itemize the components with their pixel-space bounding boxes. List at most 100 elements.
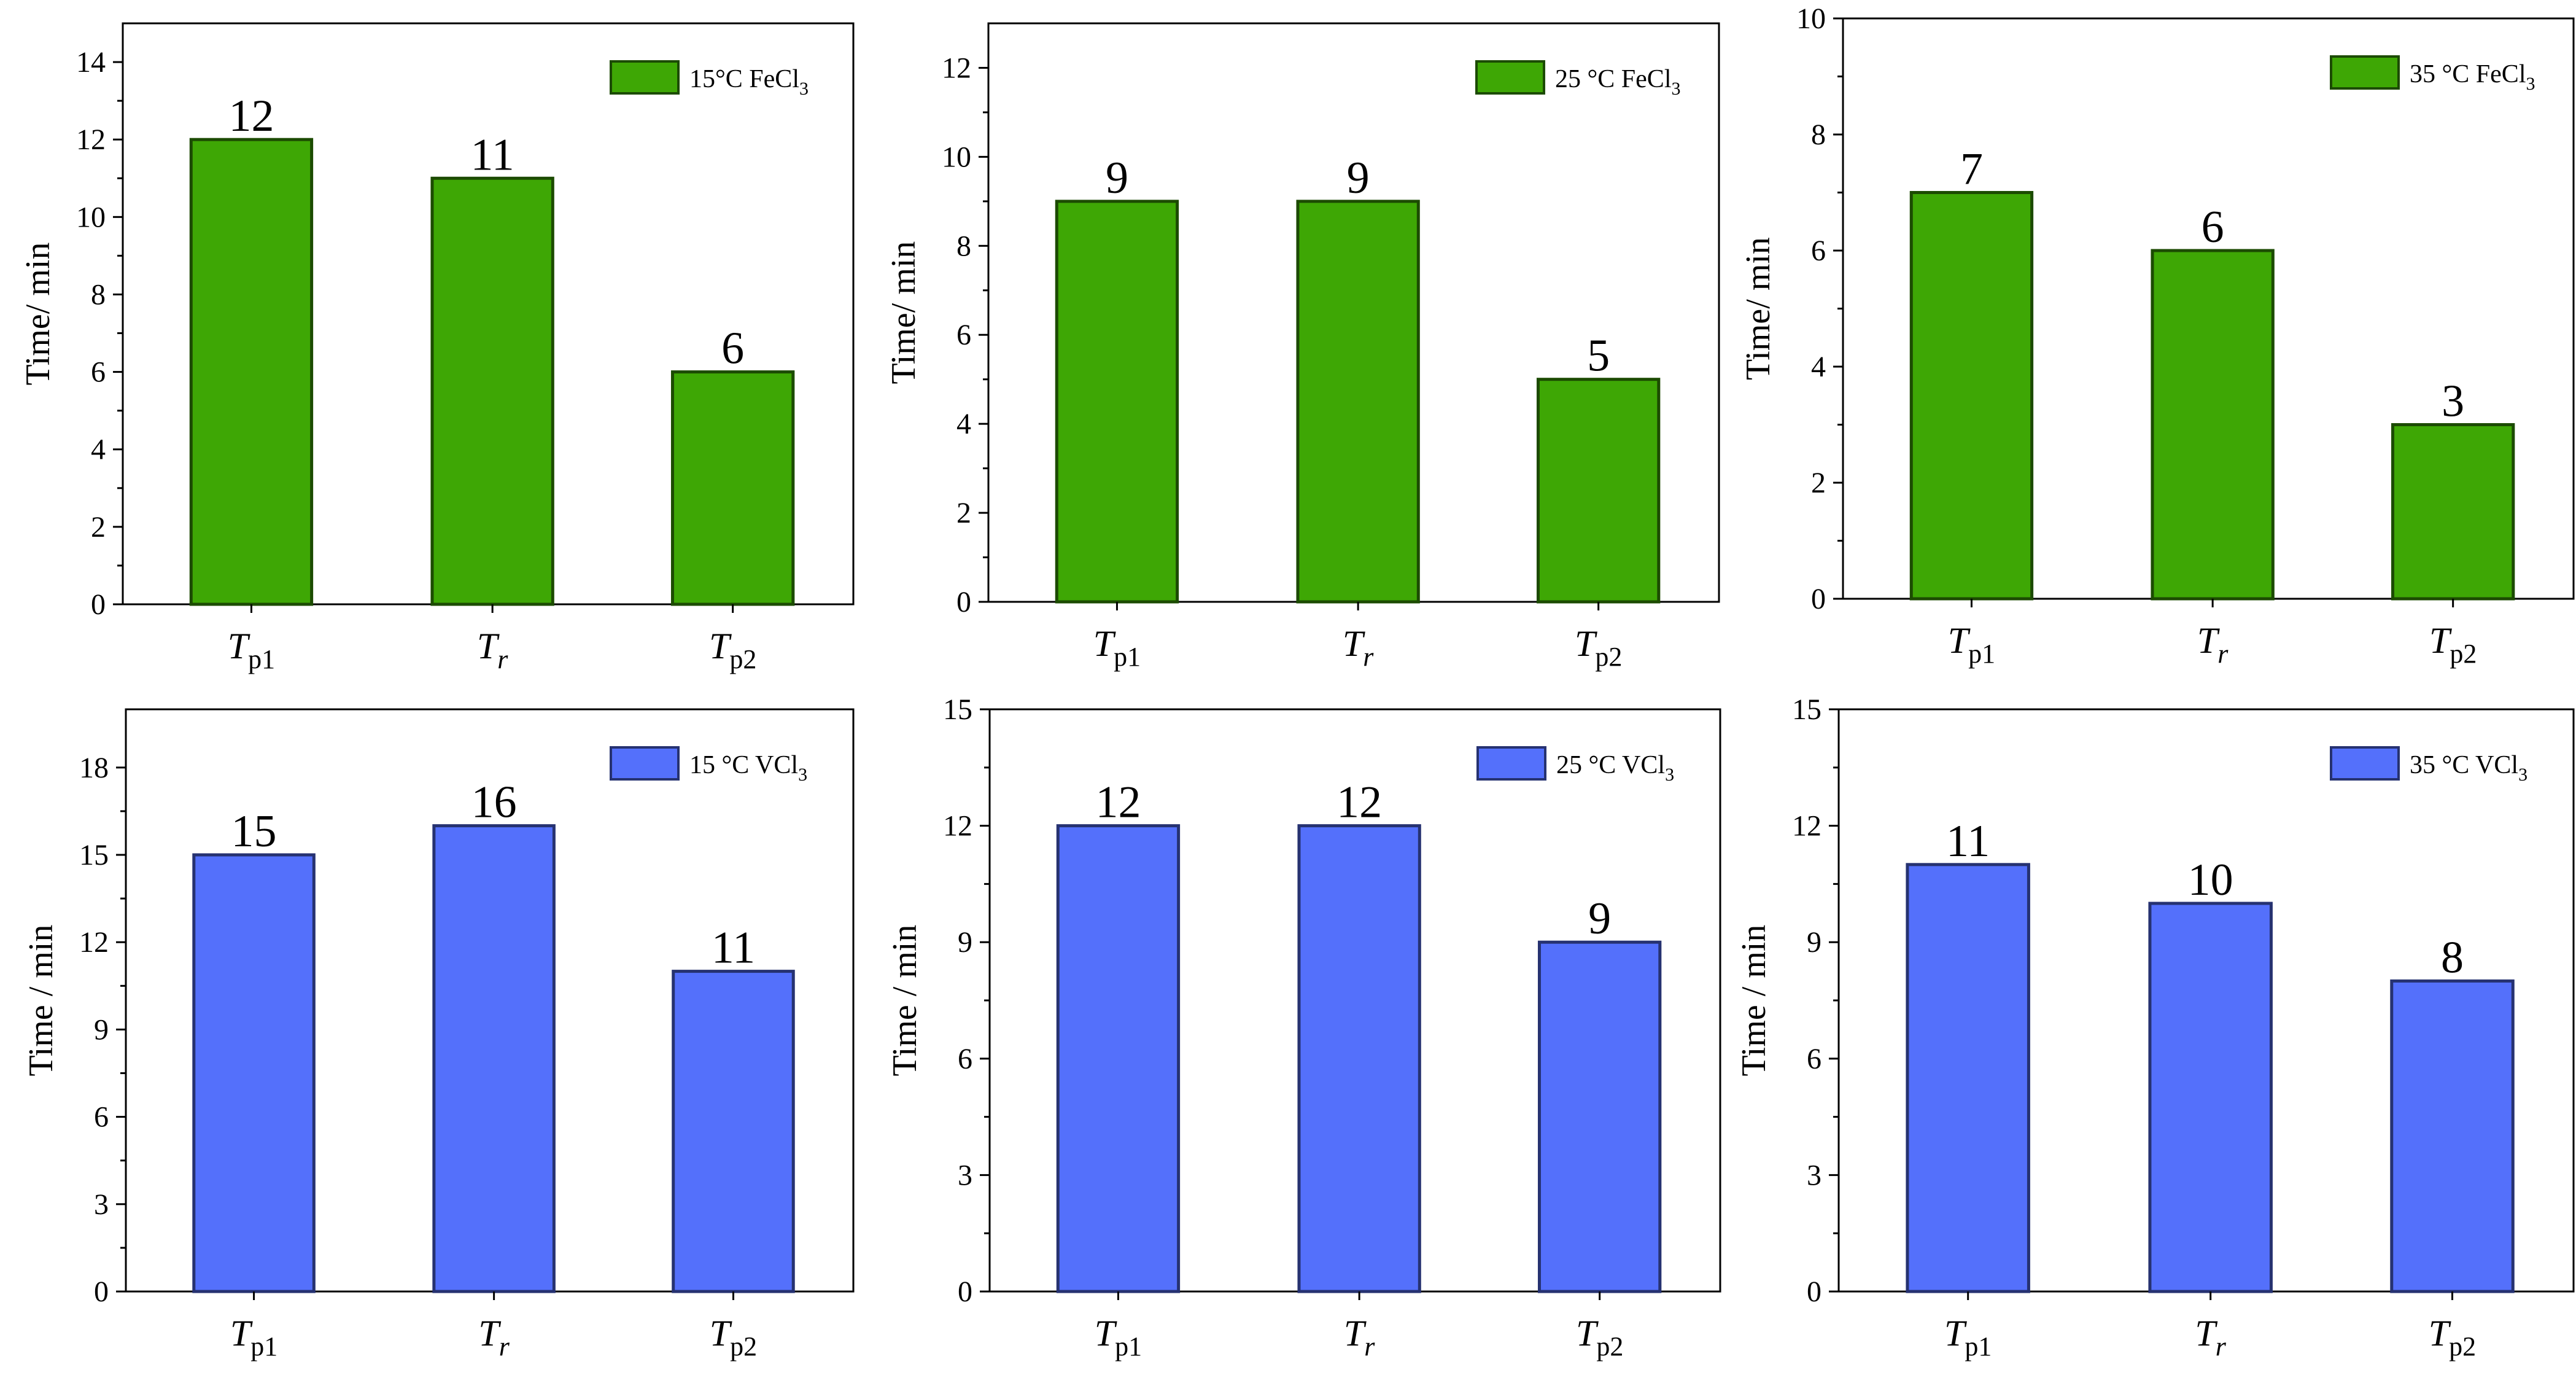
y-tick-label: 15 [79, 839, 109, 871]
bar[interactable] [430, 176, 554, 606]
y-tick-label: 9 [958, 926, 972, 959]
legend-swatch [610, 60, 680, 95]
x-category-label: Tp2 [710, 1313, 757, 1362]
bar[interactable] [192, 853, 316, 1293]
y-tick-label: 3 [94, 1188, 109, 1221]
bar[interactable] [2148, 902, 2273, 1293]
category-subscript: r [499, 1331, 510, 1362]
chart-panel-1: 0 2 4 6 8 10 12 14 Time/ min 12 Tp1 11 Tr 6 Tp2 15°C Fe… [19, 22, 855, 674]
y-tick-label: 10 [1796, 2, 1826, 35]
bar-value-label: 15 [231, 806, 277, 857]
bar[interactable] [1056, 824, 1181, 1293]
chart-panel-6: 0 3 6 9 12 15 Time / min 11 Tp1 10 Tr 8 Tp2 35 °C VCl… [1735, 693, 2575, 1362]
y-axis-title: Time/ min [885, 241, 923, 384]
bar-value-label: 11 [471, 130, 514, 180]
bar-value-label: 6 [721, 324, 744, 374]
category-subscript: r [2217, 639, 2229, 669]
bar[interactable] [672, 970, 795, 1293]
category-subscript: p2 [2449, 1331, 2476, 1362]
bar-value-label: 9 [1347, 153, 1370, 203]
bar-value-label: 11 [1946, 816, 1990, 867]
y-tick-label: 6 [94, 1101, 109, 1134]
y-tick-label: 0 [956, 586, 971, 618]
bar[interactable] [1297, 824, 1421, 1293]
y-tick-label: 6 [91, 356, 106, 389]
category-subscript: p1 [1965, 1331, 1992, 1362]
bar[interactable] [432, 824, 556, 1293]
y-tick-label: 6 [958, 1043, 972, 1075]
bar-value-label: 9 [1106, 153, 1128, 203]
bar[interactable] [2151, 249, 2275, 601]
y-tick-label: 12 [76, 123, 106, 156]
category-main: T [1576, 1313, 1599, 1354]
x-category-label: Tp1 [230, 1313, 277, 1362]
legend-text: 15 °C VCl [689, 751, 798, 779]
bar[interactable] [2391, 423, 2515, 601]
bar[interactable] [1055, 200, 1179, 604]
category-main: T [477, 626, 500, 666]
y-tick-label: 0 [91, 588, 106, 621]
category-main: T [1344, 1313, 1367, 1354]
bar[interactable] [1536, 378, 1661, 604]
bar[interactable] [1909, 191, 2034, 601]
category-subscript: p1 [248, 644, 275, 674]
category-subscript: p2 [730, 1331, 757, 1362]
bar-value-label: 16 [471, 777, 517, 828]
y-tick-label: 10 [76, 201, 106, 233]
y-axis-title: Time/ min [19, 243, 57, 386]
bar[interactable] [1296, 200, 1420, 604]
bar[interactable] [1537, 940, 1662, 1293]
y-tick-label: 4 [91, 434, 106, 466]
y-tick-label: 6 [956, 319, 971, 351]
category-main: T [1575, 623, 1597, 664]
legend-swatch [1475, 60, 1545, 95]
legend-label: 25 °C VCl3 [1556, 751, 1674, 785]
bar-value-label: 8 [2441, 932, 2464, 983]
x-category-label: Tp1 [1948, 620, 1995, 669]
category-main: T [2195, 1313, 2217, 1354]
legend-text: 25 °C FeCl [1555, 65, 1672, 93]
bar[interactable] [670, 370, 795, 606]
category-main: T [710, 1313, 732, 1354]
y-tick-label: 6 [1807, 1043, 1821, 1075]
y-tick-label: 3 [958, 1159, 972, 1191]
bar[interactable] [189, 138, 314, 606]
y-tick-label: 4 [956, 408, 971, 440]
bar-value-label: 3 [2442, 376, 2464, 427]
x-category-label: Tp2 [1576, 1313, 1623, 1362]
bar[interactable] [2390, 979, 2515, 1293]
legend-text: 35 °C VCl [2410, 751, 2518, 779]
y-tick-label: 0 [94, 1276, 109, 1308]
y-tick-label: 15 [1792, 693, 1821, 726]
chart-panel-5: 0 3 6 9 12 15 Time / min 12 Tp1 12 Tr 9 Tp2 25 °C VCl… [886, 693, 1721, 1362]
legend-label: 15 °C VCl3 [689, 751, 807, 785]
y-tick-label: 12 [1792, 810, 1821, 843]
category-subscript: r [2216, 1331, 2227, 1362]
y-tick-label: 10 [942, 141, 971, 173]
category-subscript: r [497, 644, 508, 674]
x-category-label: Tp2 [1575, 623, 1622, 672]
y-axis-title: Time / min [886, 925, 924, 1077]
x-category-label: Tr [2197, 620, 2229, 669]
x-category-label: Tr [1343, 623, 1374, 672]
category-main: T [228, 626, 250, 666]
bar[interactable] [1906, 863, 2030, 1293]
bar-value-label: 9 [1588, 894, 1611, 944]
legend-label: 15°C FeCl3 [689, 65, 809, 99]
category-main: T [478, 1313, 501, 1354]
legend-subscript: 3 [799, 79, 809, 99]
legend-subscript: 3 [1665, 765, 1674, 785]
legend-text: 25 °C VCl [1556, 751, 1665, 779]
x-category-label: Tr [477, 626, 508, 674]
y-tick-label: 14 [76, 46, 106, 79]
y-tick-label: 2 [1811, 467, 1826, 499]
y-tick-label: 0 [958, 1276, 972, 1308]
category-subscript: p2 [729, 644, 756, 674]
legend-subscript: 3 [798, 765, 807, 785]
bar-value-label: 12 [228, 91, 274, 141]
x-category-label: Tp1 [1093, 623, 1141, 672]
legend-subscript: 3 [2526, 74, 2535, 94]
category-subscript: p1 [1968, 639, 1995, 669]
